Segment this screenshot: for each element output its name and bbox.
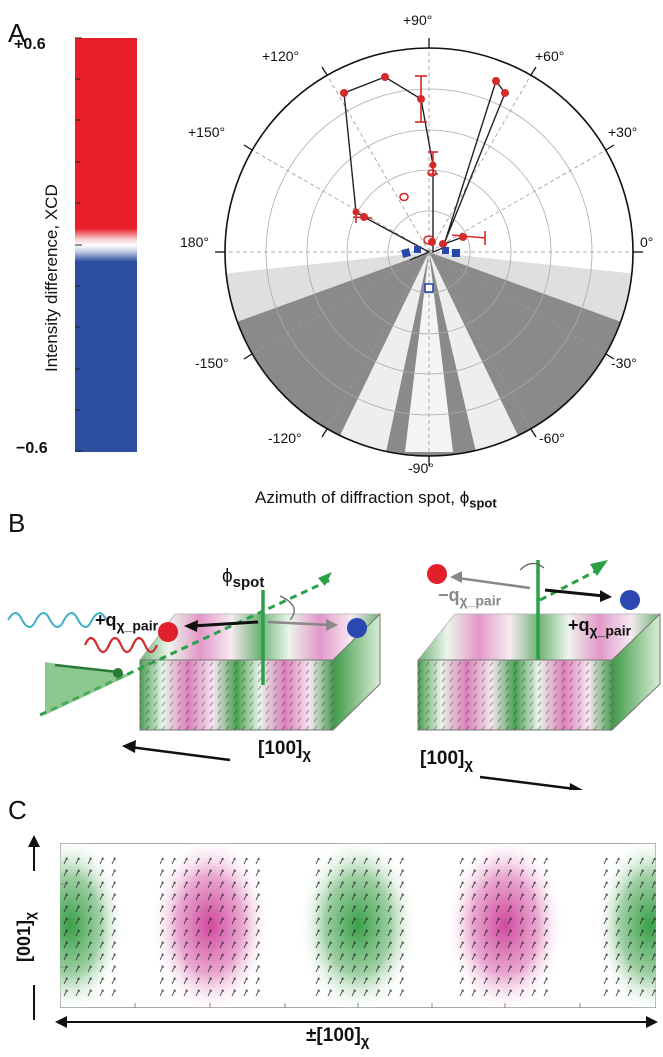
polar-ticks — [215, 38, 643, 466]
data-trace-line-2 — [409, 251, 430, 261]
angle-label: +30° — [608, 124, 638, 140]
error-bars — [352, 75, 486, 245]
beam-right — [539, 568, 599, 602]
colorbar-title: Intensity difference, XCD — [42, 184, 61, 372]
wedge-arrow-head — [113, 668, 123, 678]
angle-label: 0° — [640, 234, 654, 250]
blue-spot-right — [620, 590, 640, 610]
incidence-wedge — [45, 662, 130, 715]
panel-c-y-sub: χ — [21, 911, 38, 920]
right-axis-sub: χ — [464, 755, 473, 773]
colorbar — [75, 38, 137, 452]
right-neg-q-label: −qχ_pair — [438, 585, 501, 609]
left-q-sub: χ_pair — [116, 617, 159, 634]
blue-spot-left — [347, 618, 367, 638]
red-helix — [83, 636, 159, 654]
colorbar-min-label: −0.6 — [16, 440, 48, 457]
right-q-sub: χ_pair — [589, 622, 632, 639]
q-arrow-right-gray — [457, 576, 531, 590]
data-points-negative — [401, 246, 460, 258]
angle-label: +90° — [403, 12, 433, 28]
panel-c-x-arrow — [55, 1016, 658, 1028]
right-q-label: +qχ_pair — [568, 615, 631, 639]
colorbar-max-label: +0.6 — [14, 36, 46, 53]
left-sample-block — [139, 612, 381, 732]
polar-xlabel-sub: spot — [469, 495, 497, 511]
red-spot-left — [158, 622, 178, 642]
right-axis-label: [100]χ — [420, 748, 473, 773]
right-neg-q-sub: χ_pair — [459, 592, 502, 609]
panel-b-diagram — [7, 560, 661, 790]
phi-spot-main: ϕ — [222, 566, 233, 587]
right-q-main: +q — [568, 615, 590, 635]
panel-c-y-arrow — [28, 835, 40, 1020]
polar-xlabel: Azimuth of diffraction spot, ϕspot — [255, 488, 497, 510]
angle-label: +150° — [188, 124, 226, 140]
angle-label: -30° — [611, 355, 637, 371]
red-spot-right — [427, 564, 447, 584]
angle-label: -90° — [408, 460, 434, 476]
open-negative-point — [424, 283, 434, 293]
beam-left-arrow — [318, 572, 332, 586]
polar-xlabel-text: Azimuth of diffraction spot, ϕ — [255, 488, 470, 507]
axis-arrow-left — [129, 745, 231, 762]
cyan-helix — [7, 612, 107, 628]
phi-arc-left — [279, 595, 295, 621]
panel-c-x-main: ±[100] — [306, 1025, 361, 1046]
left-axis-main: [100] — [258, 738, 303, 759]
right-axis-main: [100] — [420, 748, 465, 769]
left-axis-sub: χ — [302, 745, 311, 763]
field-map-ticks — [60, 883, 581, 1008]
angle-label: 180° — [180, 234, 209, 250]
panel-c-y-label: [001]χ — [14, 912, 38, 962]
panel-label-b: B — [8, 508, 26, 538]
angle-label: +60° — [535, 48, 565, 64]
polar-plot — [215, 38, 643, 466]
panel-c-y-main: [001] — [14, 919, 34, 962]
angle-label: +120° — [262, 48, 300, 64]
polar-spokes — [225, 48, 633, 456]
left-q-main: +q — [95, 610, 117, 630]
beam-right-arrow — [590, 560, 608, 576]
q-arrow-right — [544, 588, 605, 598]
axis-arrow-right — [479, 775, 576, 790]
q-arrow-left — [191, 620, 259, 628]
left-q-label: +qχ_pair — [95, 610, 158, 634]
angle-label: -120° — [268, 430, 302, 446]
phi-spot-sub: spot — [232, 573, 265, 591]
wedge-arrow — [54, 663, 119, 674]
right-neg-q-main: −q — [438, 585, 460, 605]
panel-label-a: A — [8, 18, 26, 48]
angle-label: -60° — [539, 430, 565, 446]
vector-field — [60, 853, 656, 998]
shaded-region — [225, 252, 633, 456]
phi-spot-label: ϕspot — [222, 566, 264, 591]
panel-c-x-label: ±[100]χ — [306, 1025, 369, 1050]
panel-c-field-map — [60, 843, 656, 1008]
phi-arc-right — [519, 562, 545, 571]
q-arrow-left-gray — [267, 620, 331, 627]
panel-c-x-sub: χ — [360, 1032, 370, 1050]
left-axis-label: [100]χ — [258, 738, 311, 763]
colorbar-ticks — [75, 37, 82, 452]
angle-label: -150° — [195, 355, 229, 371]
panel-label-c: C — [8, 795, 27, 825]
